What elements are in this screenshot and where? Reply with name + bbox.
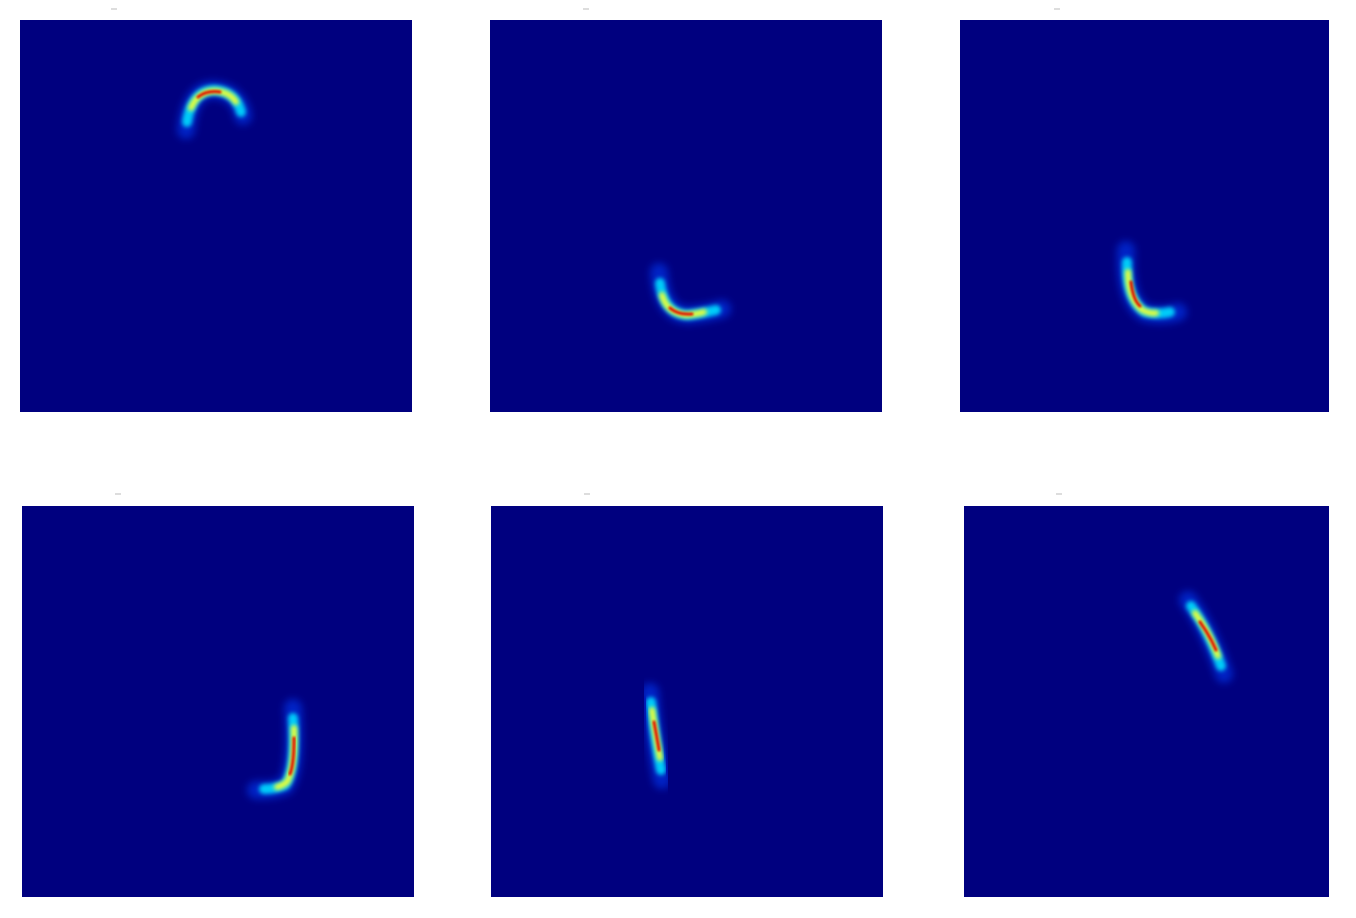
heat-peak (668, 306, 694, 316)
panel-background (960, 20, 1329, 412)
heatmap-panel (20, 8, 412, 412)
heat-peak (288, 736, 296, 776)
heat-peak (196, 90, 222, 99)
heatmap-panel (491, 493, 883, 897)
heat-peak (1198, 620, 1218, 652)
panel-background (490, 20, 882, 412)
heat-peak (652, 720, 661, 752)
panel-background (20, 20, 412, 412)
heatmap-panel (490, 8, 882, 412)
panel-background (964, 506, 1329, 897)
panel-background (491, 506, 883, 897)
heat-peak (1129, 280, 1142, 308)
heat-high (1125, 269, 1159, 317)
heatmap-panel (960, 8, 1329, 412)
heatmap-panel (964, 493, 1329, 897)
panel-background (22, 506, 414, 897)
heatmap-panel (22, 493, 414, 897)
